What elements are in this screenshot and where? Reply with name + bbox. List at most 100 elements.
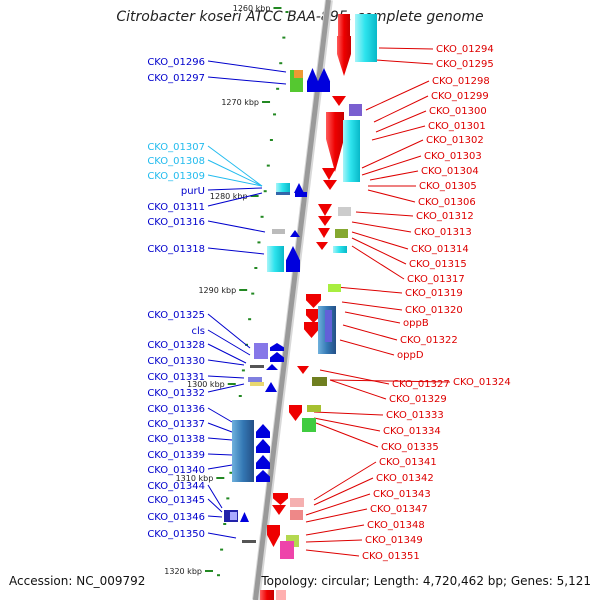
- gene-label-forward: CKO_01309: [147, 171, 205, 182]
- gene-label-forward: CKO_01345: [147, 495, 205, 506]
- reverse-gene-arrow: [272, 505, 286, 515]
- gene-label-forward: CKO_01337: [147, 419, 205, 430]
- leader-line: [207, 453, 233, 456]
- leader-line: [305, 539, 363, 543]
- scale-tick: [282, 36, 286, 39]
- forward-gene-arrow: [256, 424, 270, 438]
- scale-tick: [257, 241, 261, 244]
- leader-line: [207, 247, 265, 255]
- leader-line: [207, 192, 263, 207]
- gene-label-forward: CKO_01296: [147, 57, 205, 68]
- leader-line: [371, 125, 426, 141]
- gene-label-reverse: CKO_01299: [431, 91, 489, 102]
- backbone-line: [252, 0, 331, 600]
- gene-block: [276, 192, 290, 195]
- reverse-gene-arrow: [326, 112, 344, 172]
- scale-tick: [260, 215, 264, 218]
- leader-line: [329, 379, 451, 383]
- leader-line: [319, 369, 390, 385]
- accession-text: Accession: NC_009792: [9, 574, 146, 588]
- gene-label-reverse: CKO_01334: [383, 426, 441, 437]
- gene-label-reverse: CKO_01298: [432, 76, 490, 87]
- leader-line: [313, 417, 381, 432]
- leader-line: [375, 59, 434, 65]
- leader-line: [207, 515, 223, 518]
- gene-label-forward: CKO_01340: [147, 465, 205, 476]
- gene-label-reverse: CKO_01348: [367, 520, 425, 531]
- gene-block: [343, 120, 360, 182]
- leader-line: [351, 245, 405, 280]
- scale-tick: [220, 548, 224, 551]
- reverse-gene-arrow: [297, 366, 309, 374]
- gene-label-forward: CKO_01344: [147, 481, 205, 492]
- gene-label-forward: CKO_01325: [147, 310, 205, 321]
- gene-label-reverse: CKO_01305: [419, 181, 477, 192]
- scale-tick: [276, 87, 280, 90]
- leader-line: [207, 359, 245, 366]
- gene-label-forward: CKO_01307: [147, 142, 205, 153]
- gene-label-forward: CKO_01332: [147, 388, 205, 399]
- forward-gene-arrow: [265, 382, 277, 392]
- gene-block: [254, 343, 268, 359]
- leader-line: [329, 379, 387, 400]
- gene-block: [276, 183, 290, 192]
- leader-line: [207, 76, 287, 85]
- leader-line: [207, 313, 251, 349]
- summary-text: Topology: circular; Length: 4,720,462 bp…: [261, 574, 591, 588]
- gene-label-forward: CKO_01328: [147, 340, 205, 351]
- scale-tick: [241, 369, 245, 372]
- gene-label-forward: CKO_01297: [147, 73, 205, 84]
- leader-line: [369, 170, 419, 181]
- reverse-gene-arrow: [260, 590, 274, 600]
- reverse-gene-arrow: [318, 216, 332, 226]
- reverse-gene-arrow: [316, 242, 328, 250]
- gene-label-forward: CKO_01318: [147, 244, 205, 255]
- scale-tick: [269, 139, 273, 141]
- gene-label-reverse: CKO_01314: [411, 244, 469, 255]
- forward-gene-arrow: [318, 68, 330, 92]
- leader-line: [207, 187, 263, 191]
- gene-label-forward: CKO_01339: [147, 450, 205, 461]
- forward-gene-arrow: [290, 230, 300, 237]
- gene-block: [230, 512, 237, 520]
- gene-block: [325, 310, 332, 342]
- reverse-gene-arrow: [318, 228, 330, 238]
- gene-label-reverse: CKO_01324: [453, 377, 511, 388]
- leader-line: [351, 237, 407, 265]
- leader-line: [207, 498, 223, 513]
- gene-label-reverse: CKO_01341: [379, 457, 437, 468]
- gene-label-reverse: CKO_01302: [426, 135, 484, 146]
- leader-line: [207, 220, 266, 233]
- scale-tick: [279, 62, 283, 65]
- gene-block: [280, 541, 294, 559]
- leader-line: [207, 464, 233, 470]
- gene-block: [272, 229, 285, 234]
- gene-label-reverse: CKO_01343: [373, 489, 431, 500]
- gene-block: [290, 510, 303, 520]
- reverse-gene-arrow: [289, 405, 302, 421]
- scale-tick: [229, 471, 233, 474]
- forward-gene-arrow: [266, 364, 278, 370]
- gene-label-reverse: CKO_01315: [409, 259, 467, 270]
- scale-tick: [285, 11, 289, 13]
- leader-line: [367, 189, 416, 203]
- leader-line: [335, 286, 403, 294]
- gene-label-forward: cls: [192, 326, 206, 337]
- reverse-gene-arrow: [338, 14, 350, 36]
- scale-tick: [254, 267, 258, 269]
- scale-tick: [238, 395, 242, 397]
- leader-line: [207, 532, 237, 539]
- scale-tick: [226, 497, 230, 500]
- leader-line: [351, 221, 412, 233]
- forward-gene-arrow: [256, 455, 270, 469]
- forward-gene-arrow: [240, 512, 249, 522]
- leader-line: [313, 411, 384, 416]
- gene-block: [242, 540, 256, 543]
- gene-label-forward: CKO_01316: [147, 217, 205, 228]
- gene-label-forward: CKO_01331: [147, 372, 205, 383]
- reverse-gene-arrow: [273, 493, 288, 505]
- scale-label: 1280 kbp: [210, 192, 248, 201]
- gene-label-reverse: CKO_01301: [428, 121, 486, 132]
- gene-block: [328, 284, 341, 292]
